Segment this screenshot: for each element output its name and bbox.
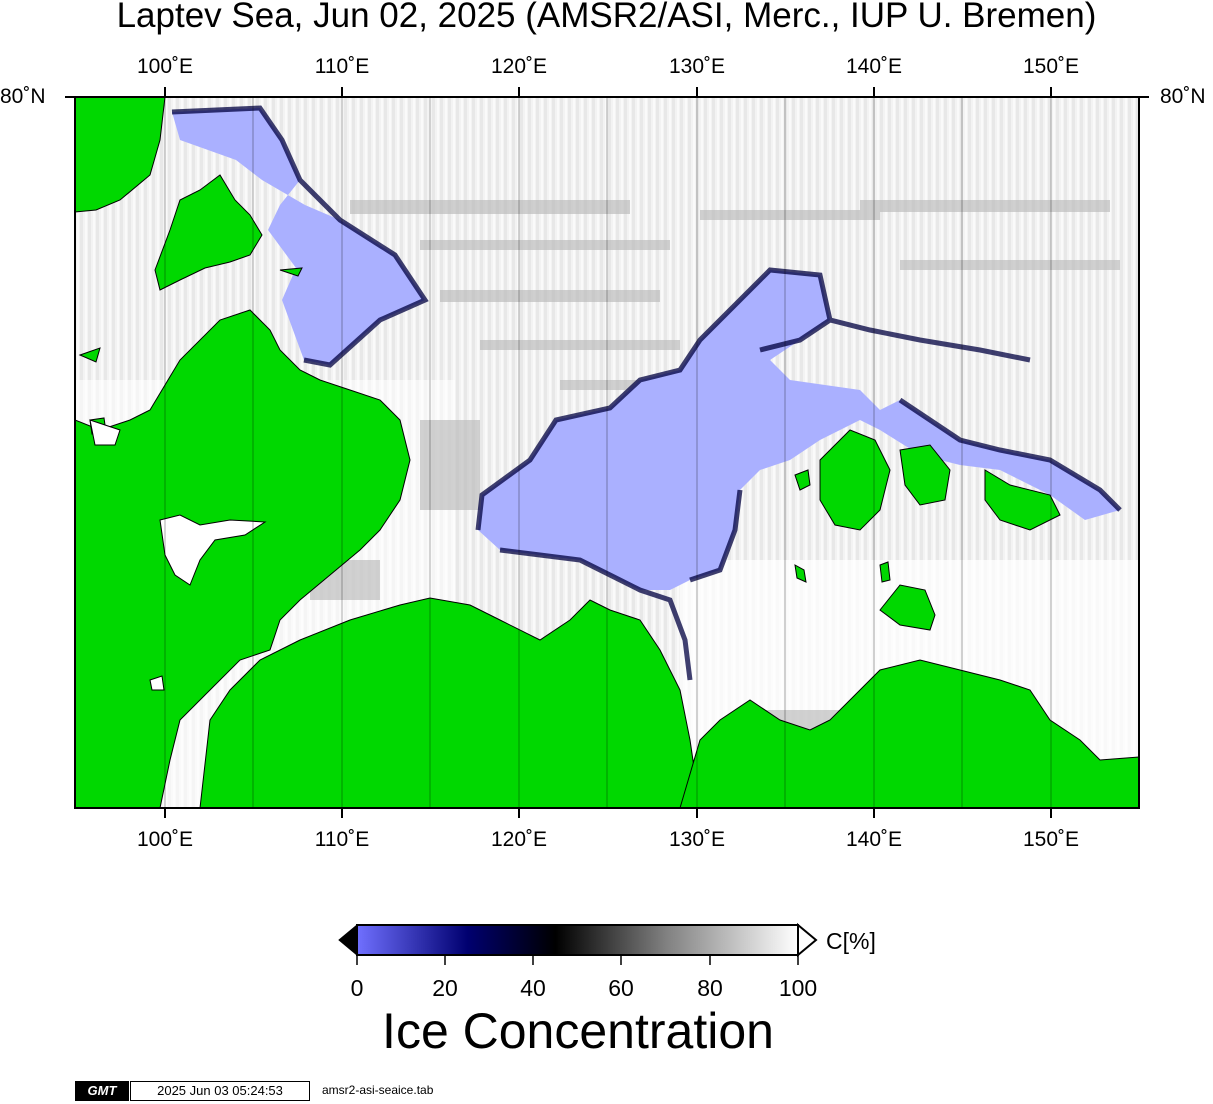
map-title: Laptev Sea, Jun 02, 2025 (AMSR2/ASI, Mer… <box>116 0 1097 35</box>
gmt-logo: GMT <box>75 1081 129 1101</box>
lat-label-right: 80˚N <box>1160 85 1206 108</box>
lon-label-bottom: 120˚E <box>490 828 548 851</box>
colorbar-tick: 20 <box>432 975 458 1001</box>
timestamp: 2025 Jun 03 05:24:53 <box>130 1081 310 1101</box>
frame-ticks <box>65 87 1149 818</box>
filename: amsr2-asi-seaice.tab <box>322 1083 434 1097</box>
lon-label-bottom: 150˚E <box>1022 828 1080 851</box>
colorbar-tick: 40 <box>520 975 546 1001</box>
ice-texture <box>310 200 1120 730</box>
lat-label-left: 80˚N <box>0 85 46 108</box>
lon-label-bottom: 110˚E <box>314 828 370 851</box>
water-inlets <box>89 419 267 691</box>
lon-label-top: 120˚E <box>490 55 548 78</box>
colorbar-tick: 60 <box>608 975 634 1001</box>
lon-label-top: 110˚E <box>314 55 370 78</box>
ice-edge <box>171 105 1122 681</box>
lon-label-bottom: 100˚E <box>136 828 194 851</box>
lon-label-bottom: 140˚E <box>845 828 903 851</box>
open-water <box>172 108 1120 590</box>
lon-label-bottom: 130˚E <box>668 828 726 851</box>
colorbar-tick: 0 <box>350 975 364 1001</box>
lon-label-top: 150˚E <box>1022 55 1080 78</box>
lon-label-top: 140˚E <box>845 55 903 78</box>
map-frame <box>74 96 1140 809</box>
colorbar-unit: C[%] <box>826 928 876 954</box>
colorbar <box>338 922 818 965</box>
colorbar-tick: 80 <box>697 975 723 1001</box>
lon-label-top: 130˚E <box>668 55 726 78</box>
colorbar-title: Ice Concentration <box>382 1003 774 1059</box>
graticule <box>164 97 1052 808</box>
lon-label-top: 100˚E <box>136 55 194 78</box>
colorbar-tick: 100 <box>778 975 818 1001</box>
